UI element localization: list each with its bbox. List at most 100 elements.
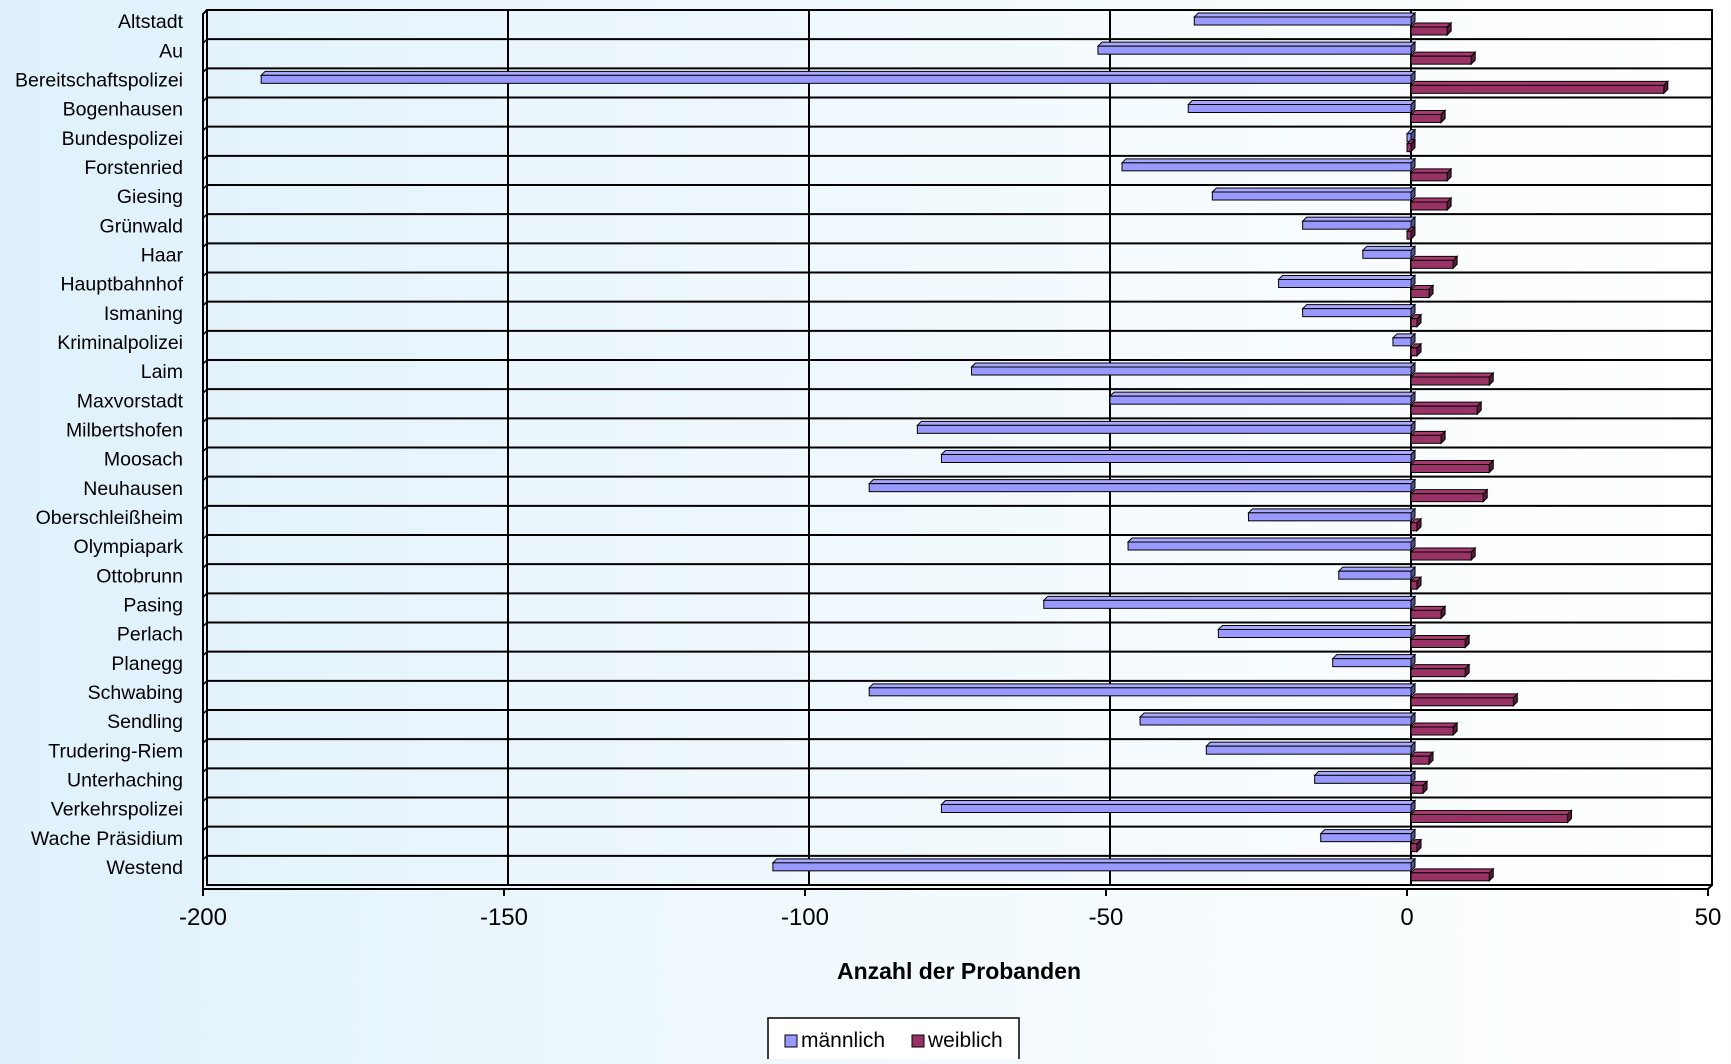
bar-front-face: [1332, 658, 1412, 668]
bar-maennlich: [867, 478, 1417, 493]
y-category-label: Maxvorstadt: [77, 390, 184, 412]
bar-front-face: [971, 366, 1412, 376]
bar-front-face: [1247, 512, 1412, 522]
bar-front-face: [1362, 249, 1412, 259]
bar-top-face: [1337, 566, 1417, 572]
bar-maennlich: [916, 420, 1417, 435]
bar-weiblich: [1409, 575, 1423, 591]
y-category-label: Ismaning: [104, 303, 183, 325]
bar-maennlich: [1120, 157, 1417, 173]
y-category-label: Hauptbahnhof: [60, 274, 183, 296]
bar-top-face: [1409, 605, 1447, 611]
y-gridline-edge: [202, 359, 208, 365]
bar-front-face: [1127, 541, 1412, 551]
bar-weiblich: [1409, 634, 1471, 649]
y-gridline-edge: [202, 155, 208, 161]
y-category-label: Haar: [141, 244, 184, 266]
bar-front-face: [772, 862, 1412, 872]
legend: männlich weiblich: [767, 1017, 1020, 1064]
y-gridline-edge: [202, 271, 208, 278]
bar-front-face: [916, 424, 1412, 434]
bar-top-face: [940, 450, 1417, 455]
bar-front-face: [1410, 376, 1490, 386]
bar-top-face: [1247, 508, 1417, 514]
bar-front-face: [1278, 279, 1412, 288]
y-gridline-edge: [202, 767, 208, 773]
y-category-label: Bogenhausen: [63, 99, 183, 121]
y-category-label: Altstadt: [118, 11, 184, 33]
bar-top-face: [940, 800, 1417, 805]
bar-maennlich: [1126, 536, 1417, 552]
bar-top-face: [1277, 275, 1417, 280]
x-tick-label: 0: [1400, 904, 1413, 931]
bar-weiblich: [1409, 867, 1495, 883]
bar-top-face: [1409, 430, 1447, 436]
bar-front-face: [1392, 337, 1412, 347]
y-gridline-edge: [202, 621, 208, 628]
y-gridline-edge: [202, 563, 208, 569]
bar-front-face: [1211, 191, 1412, 201]
bar-maennlich: [1391, 332, 1417, 348]
bar-front-face: [1121, 162, 1412, 172]
y-gridline-edge: [202, 796, 208, 803]
bar-front-face: [260, 74, 1412, 84]
bar-weiblich: [1409, 780, 1429, 795]
bar-top-face: [1120, 158, 1417, 164]
bar-maennlich: [1205, 740, 1417, 756]
y-gridline-edge: [202, 96, 208, 103]
bar-top-face: [1409, 460, 1495, 465]
legend-box: [767, 1017, 1020, 1064]
y-gridline-edge: [202, 738, 208, 744]
bar-top-face: [1042, 595, 1417, 601]
bar-top-face: [1301, 216, 1417, 222]
x-tick-label: -100: [781, 904, 829, 931]
bar-front-face: [1410, 580, 1418, 590]
bar-maennlich: [1217, 624, 1417, 639]
bar-front-face: [1410, 639, 1466, 648]
bar-top-face: [1126, 537, 1417, 543]
bar-top-face: [1409, 168, 1453, 174]
y-gridline-edge: [202, 388, 208, 394]
bar-maennlich: [1138, 711, 1417, 727]
bar-front-face: [1410, 668, 1466, 678]
bar-top-face: [1409, 547, 1477, 553]
bar-top-face: [1409, 51, 1477, 57]
y-gridline-edge: [202, 417, 208, 423]
bar-weiblich: [1409, 430, 1447, 445]
bar-front-face: [1406, 143, 1412, 153]
y-gridline-edge: [202, 505, 208, 511]
bar-front-face: [1410, 464, 1490, 473]
bar-weiblich: [1409, 721, 1459, 737]
y-category-label: Oberschleißheim: [36, 507, 183, 529]
bar-front-face: [1314, 774, 1412, 784]
bar-front-face: [1097, 45, 1412, 55]
legend-swatch-weiblich: [911, 1034, 925, 1048]
y-category-label: Perlach: [117, 624, 183, 646]
y-gridline-edge: [202, 184, 208, 190]
bar-front-face: [1410, 84, 1665, 94]
bar-front-face: [868, 687, 1412, 697]
bar-front-face: [1320, 833, 1412, 843]
y-gridline-edge: [202, 242, 208, 248]
bar-top-face: [1409, 635, 1471, 640]
bar-front-face: [1410, 726, 1454, 736]
bar-top-face: [1409, 110, 1447, 115]
y-category-label: Bereitschaftspolizei: [15, 69, 183, 91]
bar-front-face: [1139, 716, 1412, 726]
bar-front-face: [1302, 220, 1412, 230]
bar-weiblich: [1409, 809, 1573, 824]
bar-front-face: [1410, 551, 1472, 561]
bar-weiblich: [1409, 459, 1495, 474]
y-gridline-edge: [202, 592, 208, 598]
bar-top-face: [1187, 100, 1417, 105]
bar-top-face: [1409, 197, 1453, 203]
bar-top-face: [1409, 80, 1670, 86]
y-gridline-edge: [202, 330, 208, 336]
y-category-label: Olympiapark: [74, 536, 184, 558]
y-gridline-edge: [202, 67, 208, 73]
bar-front-face: [1410, 172, 1448, 182]
bar-weiblich: [1409, 284, 1435, 299]
bar-maennlich: [771, 857, 1417, 873]
y-gridline-edge: [202, 126, 208, 132]
